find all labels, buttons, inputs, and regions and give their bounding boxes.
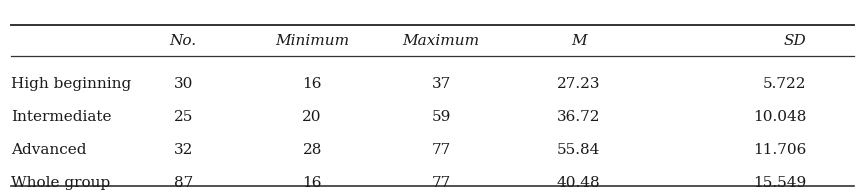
Text: No.: No. [170,34,197,48]
Text: 32: 32 [174,143,193,157]
Text: 36.72: 36.72 [557,110,600,124]
Text: Maximum: Maximum [402,34,480,48]
Text: 77: 77 [432,143,451,157]
Text: 77: 77 [432,176,451,191]
Text: High beginning: High beginning [11,77,131,91]
Text: Minimum: Minimum [275,34,349,48]
Text: 37: 37 [432,77,451,91]
Text: 15.549: 15.549 [753,176,806,191]
Text: 25: 25 [174,110,193,124]
Text: Intermediate: Intermediate [11,110,112,124]
Text: Whole group: Whole group [11,176,111,191]
Text: 16: 16 [303,176,322,191]
Text: 11.706: 11.706 [753,143,806,157]
Text: 20: 20 [303,110,322,124]
Text: 55.84: 55.84 [557,143,600,157]
Text: 40.48: 40.48 [557,176,600,191]
Text: 59: 59 [432,110,451,124]
Text: 30: 30 [174,77,193,91]
Text: 16: 16 [303,77,322,91]
Text: Advanced: Advanced [11,143,87,157]
Text: M: M [571,34,586,48]
Text: SD: SD [784,34,806,48]
Text: 5.722: 5.722 [763,77,806,91]
Text: 10.048: 10.048 [753,110,806,124]
Text: 87: 87 [174,176,193,191]
Text: 28: 28 [303,143,322,157]
Text: 27.23: 27.23 [557,77,600,91]
